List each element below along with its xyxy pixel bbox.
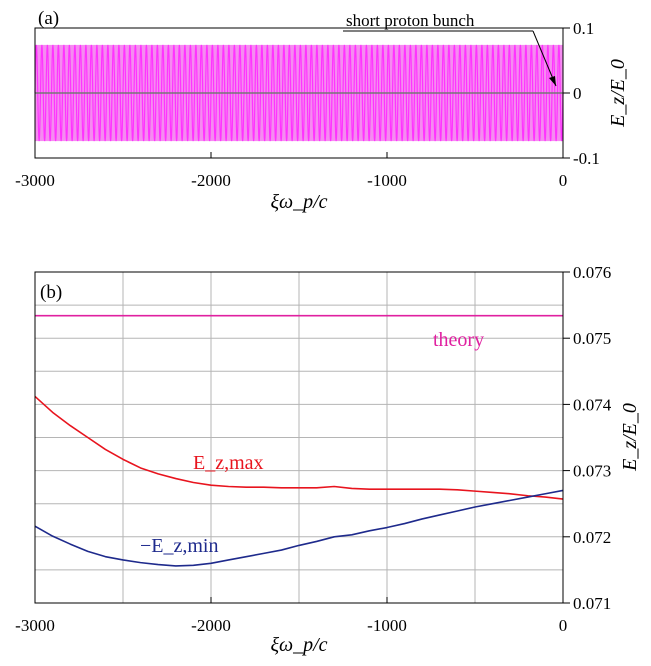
panel-a-label: (a) [38,8,59,29]
y-tick-label: 0 [573,84,582,103]
annotation-short-proton-bunch: short proton bunch [346,11,475,30]
y-tick-label: 0.075 [573,329,611,348]
y-tick-label: 0.071 [573,594,611,613]
y-tick-label: 0.1 [573,19,594,38]
y-tick-label: 0.076 [573,263,611,282]
series-ez-max [34,395,564,500]
panel-a-axes: -3000 -2000 -1000 0 -0.1 0 0.1 [15,19,600,190]
panel-a-plot-area [34,44,564,142]
x-tick-label: -1000 [367,171,407,190]
panel-b-frame [34,271,564,604]
panel-a: -3000 -2000 -1000 0 -0.1 0 0.1 (a) short proto… [15,8,629,213]
panel-a-xlabel: ξω_p/c [270,191,327,213]
series-label-ez-min: −E_z,min [140,535,219,557]
annotation-arrow [532,30,557,87]
y-tick-label: 0.072 [573,528,611,547]
series-label-theory: theory [433,329,484,351]
annotation-arrowhead [549,76,556,86]
panel-b-label-bg [38,278,68,304]
panel-b-xlabel: ξω_p/c [270,634,327,656]
series-label-ez-max: E_z,max [193,452,264,474]
panel-a-ylabel: E_z/E_0 [607,59,629,128]
panel-b-axes: -3000 -2000 -1000 0 0.071 0.072 0.073 0.074 0.07… [15,263,612,635]
y-tick-label: 0.073 [573,462,611,481]
x-tick-label: -2000 [191,616,231,635]
y-tick-label: -0.1 [573,149,600,168]
panel-b-plot-area [34,314,564,567]
x-tick-label: -3000 [15,171,55,190]
panel-b-ylabel: E_z/E_0 [619,403,641,472]
x-tick-label: -3000 [15,616,55,635]
panel-b: -3000 -2000 -1000 0 0.071 0.072 0.073 0.074 0.07… [15,263,641,656]
y-tick-label: 0.074 [573,395,612,414]
panel-b-grid [34,271,564,604]
x-tick-label: -2000 [191,171,231,190]
x-tick-label: -1000 [367,616,407,635]
x-tick-label: 0 [559,616,568,635]
series-neg-ez-min [34,489,564,567]
x-tick-label: 0 [559,171,568,190]
panel-b-label: (b) [40,282,62,303]
